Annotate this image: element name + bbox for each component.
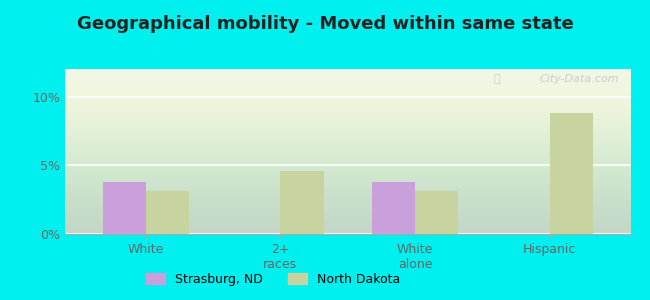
Bar [415, 191, 458, 234]
Bar [103, 182, 146, 234]
Text: Geographical mobility - Moved within same state: Geographical mobility - Moved within sam… [77, 15, 573, 33]
Bar [280, 171, 324, 234]
Bar [146, 191, 189, 234]
Text: City-Data.com: City-Data.com [540, 74, 619, 84]
Text: ⓘ: ⓘ [494, 74, 500, 84]
Bar [550, 113, 593, 234]
Bar [372, 182, 415, 234]
Legend: Strasburg, ND, North Dakota: Strasburg, ND, North Dakota [141, 268, 405, 291]
